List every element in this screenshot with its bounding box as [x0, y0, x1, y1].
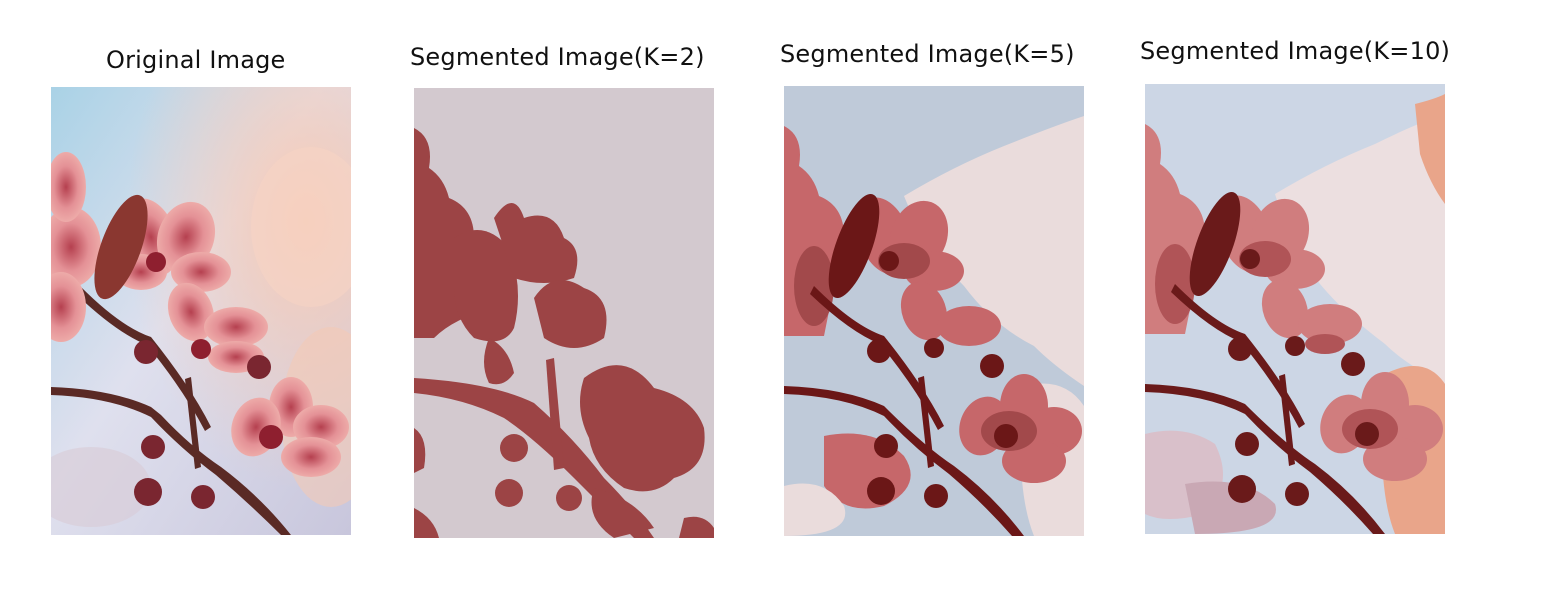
segmented-k2-title: Segmented Image(K=2) — [410, 43, 705, 71]
segmented-k10-title: Segmented Image(K=10) — [1140, 37, 1451, 65]
original-image-title: Original Image — [106, 46, 286, 74]
original-image — [51, 87, 351, 535]
segmented-k10-image — [1145, 84, 1445, 534]
segmented-k5-image — [784, 86, 1084, 536]
segmented-k5-title: Segmented Image(K=5) — [780, 40, 1075, 68]
segmented-k2-image — [414, 88, 714, 538]
